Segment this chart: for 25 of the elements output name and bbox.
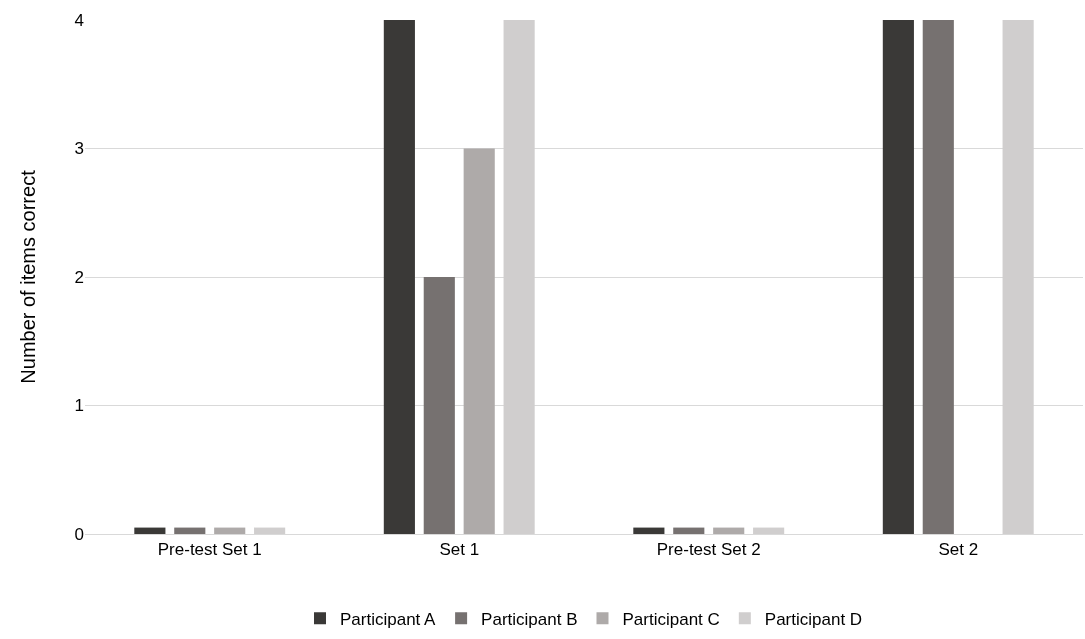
bar [633, 527, 665, 534]
bar [423, 277, 455, 534]
legend-label: Participant D [764, 610, 863, 629]
y-tick-label: 4 [74, 10, 84, 30]
bar [922, 20, 954, 534]
legend-label: Participant A [340, 610, 437, 629]
bar [713, 527, 745, 534]
x-tick-label: Pre-test Set 2 [656, 540, 761, 560]
legend-label: Participant B [481, 610, 578, 629]
x-tick-label: Pre-test Set 1 [157, 540, 262, 560]
x-tick-label: Set 1 [439, 540, 480, 560]
bar [383, 20, 415, 534]
bar [463, 148, 495, 534]
bar [214, 527, 246, 534]
y-tick-label: 3 [74, 139, 84, 159]
bar [673, 527, 705, 534]
bar [882, 20, 914, 534]
legend-label: Participant C [622, 610, 720, 629]
y-tick-label: 1 [74, 396, 84, 416]
y-tick-label: 0 [74, 524, 84, 544]
x-tick-label: Set 2 [938, 540, 979, 560]
y-tick-label: 2 [74, 267, 84, 287]
bar [174, 527, 206, 534]
bar [134, 527, 166, 534]
y-axis-title: Number of items correct [17, 169, 39, 384]
